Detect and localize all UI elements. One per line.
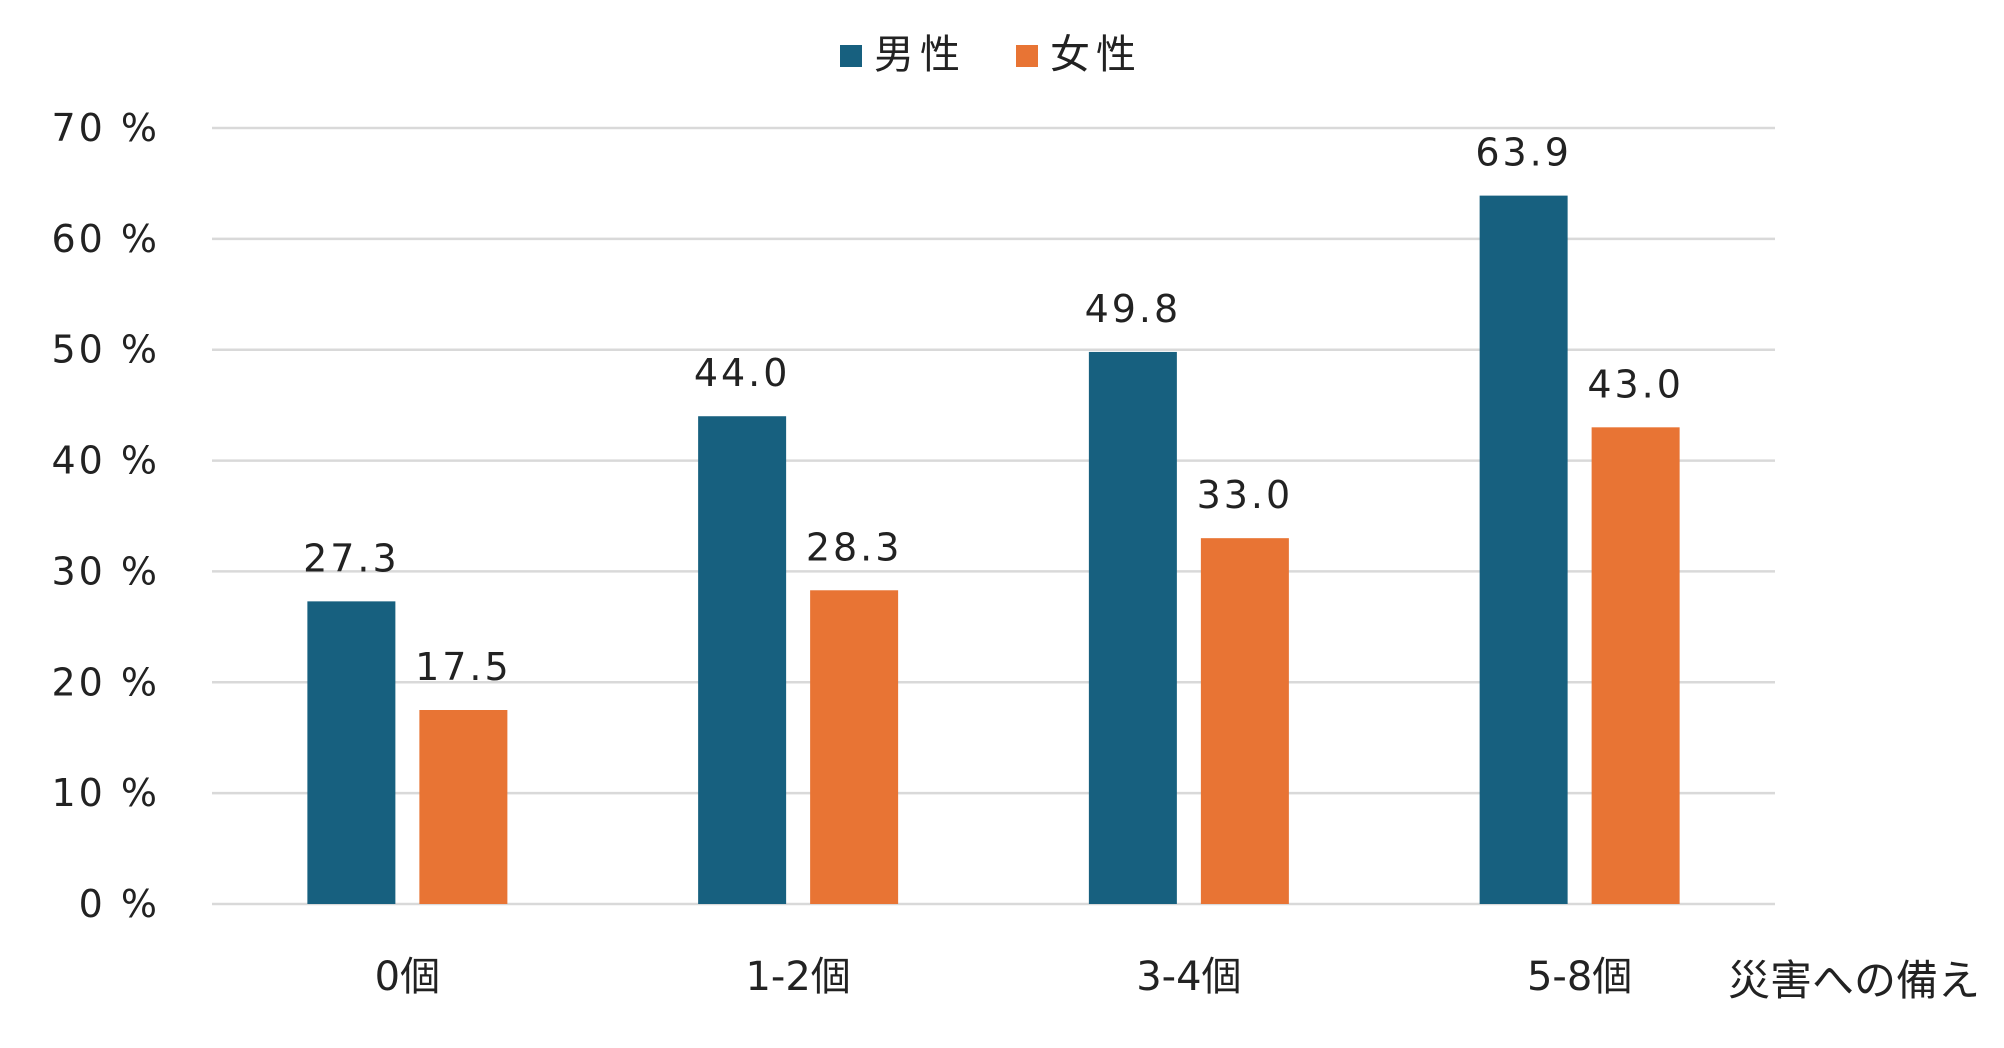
bar-female bbox=[810, 590, 899, 904]
data-label: 27.3 bbox=[303, 536, 400, 580]
bar-male bbox=[1088, 351, 1177, 905]
data-labels: 27.3 17.5 44.0 28.3 49.8 33.0 63.9 43.0 bbox=[303, 131, 1684, 689]
bar-male bbox=[1479, 195, 1568, 904]
bar-female bbox=[1200, 538, 1289, 904]
y-tick-label: 40 % bbox=[51, 439, 160, 483]
legend: 男性 女性 bbox=[840, 32, 1142, 78]
y-tick-label: 0 % bbox=[79, 882, 160, 926]
y-axis-tick-labels: 0 % 10 % 20 % 30 % 40 % 50 % 60 % 70 % bbox=[51, 106, 160, 926]
data-label: 33.0 bbox=[1197, 473, 1294, 517]
y-tick-label: 10 % bbox=[51, 771, 160, 815]
bar-male bbox=[307, 601, 396, 904]
data-label: 49.8 bbox=[1085, 287, 1182, 331]
bar-female bbox=[419, 710, 508, 904]
legend-label: 女性 bbox=[1050, 32, 1142, 78]
legend-label: 男性 bbox=[874, 32, 966, 78]
data-label: 44.0 bbox=[694, 351, 791, 395]
y-tick-label: 20 % bbox=[51, 660, 160, 704]
bars bbox=[307, 195, 1680, 905]
data-label: 28.3 bbox=[806, 525, 903, 569]
x-tick-label: 5-8個 bbox=[1527, 954, 1632, 1000]
y-tick-label: 30 % bbox=[51, 549, 160, 593]
bar-male bbox=[698, 416, 787, 904]
y-tick-label: 70 % bbox=[51, 106, 160, 150]
x-axis-title: 災害への備え bbox=[1728, 956, 1980, 1005]
bar-female bbox=[1591, 427, 1680, 904]
legend-swatch bbox=[1016, 45, 1038, 67]
x-tick-label: 1-2個 bbox=[745, 954, 850, 1000]
y-tick-label: 60 % bbox=[51, 217, 160, 261]
x-tick-label: 3-4個 bbox=[1136, 954, 1241, 1000]
data-label: 63.9 bbox=[1475, 131, 1572, 175]
x-axis-tick-labels: 0個 1-2個 3-4個 5-8個 bbox=[375, 954, 1633, 1000]
legend-swatch bbox=[840, 45, 862, 67]
x-tick-label: 0個 bbox=[375, 954, 440, 1000]
data-label: 43.0 bbox=[1587, 362, 1684, 406]
y-tick-label: 50 % bbox=[51, 328, 160, 372]
data-label: 17.5 bbox=[415, 645, 512, 689]
